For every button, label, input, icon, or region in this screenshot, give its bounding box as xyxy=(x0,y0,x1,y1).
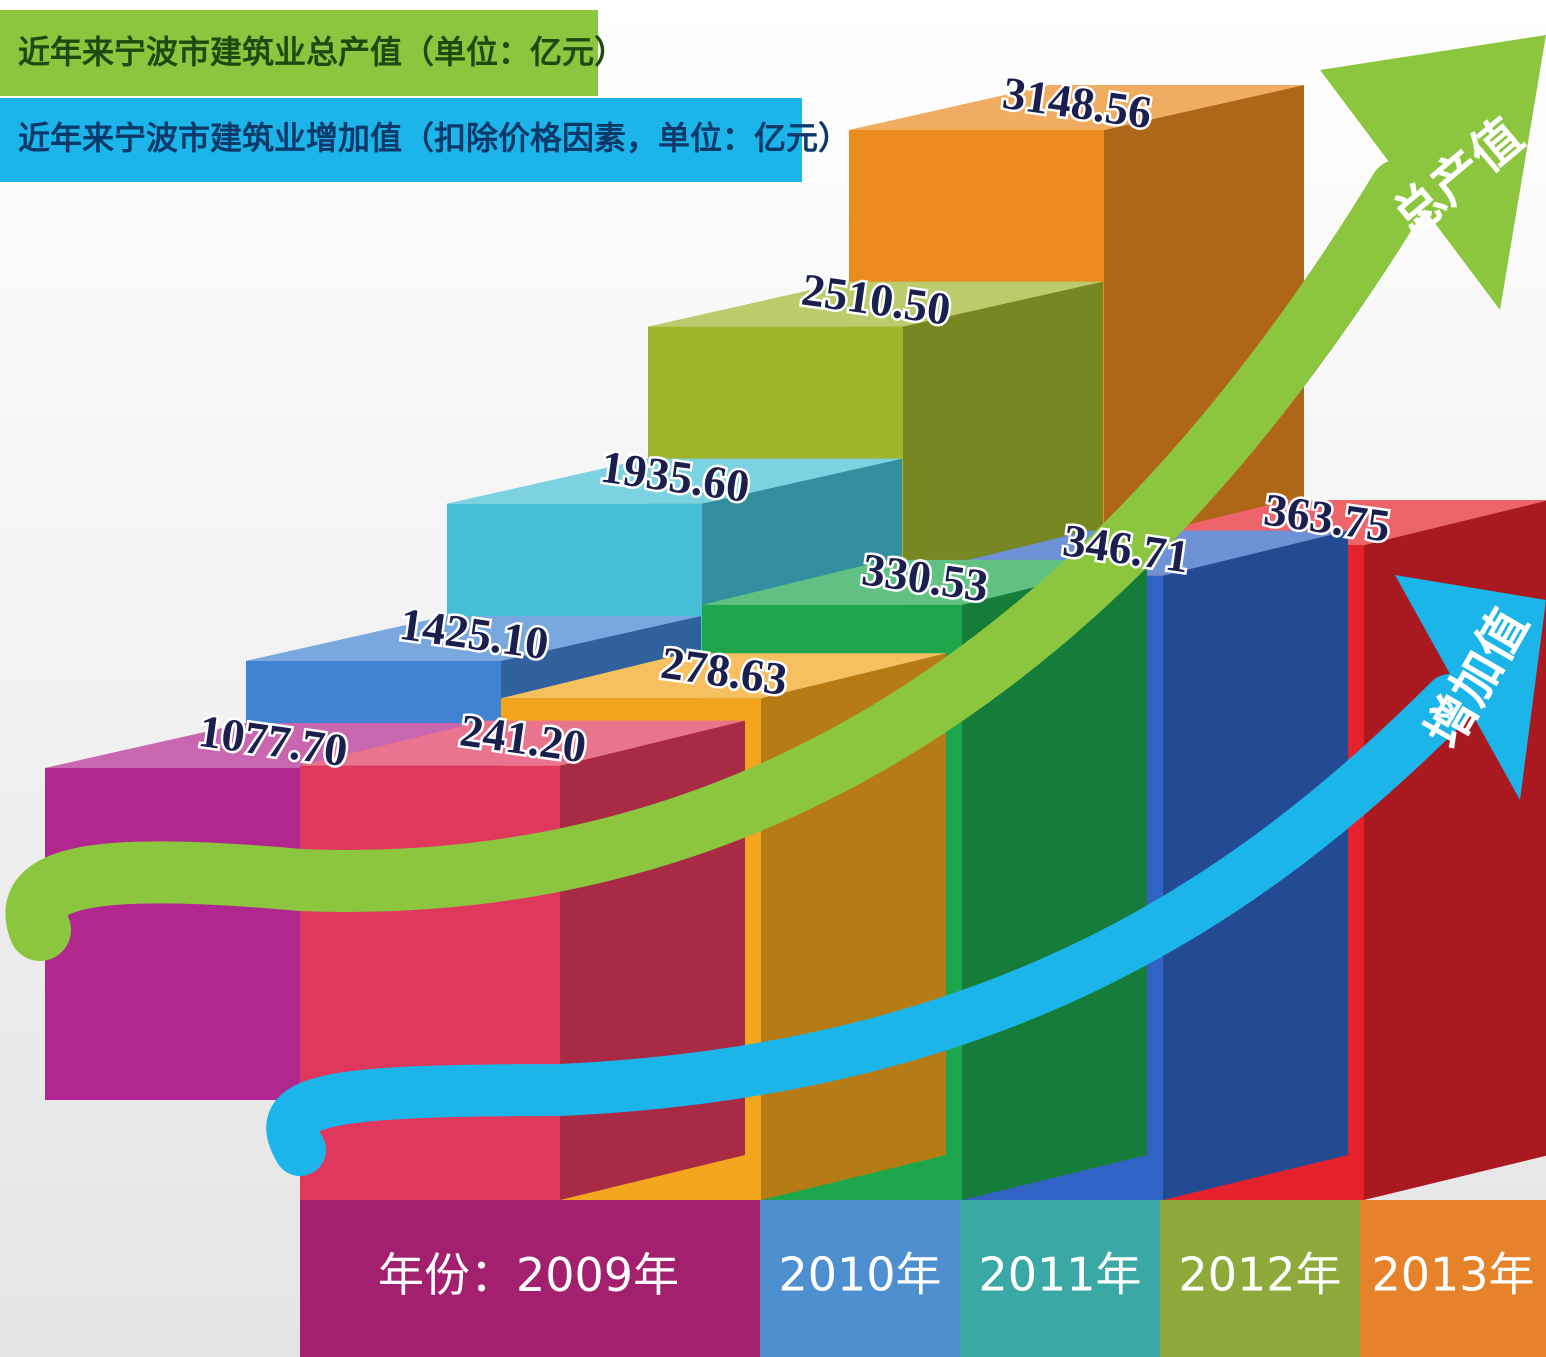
blue-arrowhead xyxy=(1395,575,1546,800)
bar-top xyxy=(447,458,902,504)
bar-top-light xyxy=(849,85,1304,130)
bar-top xyxy=(702,559,1147,605)
legend-swatch xyxy=(0,10,598,96)
year-band xyxy=(1160,1200,1360,1357)
legend-text: 近年来宁波市建筑业增加值（扣除价格因素，单位：亿元） xyxy=(18,119,850,157)
bar-top-light xyxy=(45,722,500,768)
legend-text: 近年来宁波市建筑业总产值（单位：亿元） xyxy=(18,33,626,71)
x-tick-label: 年份：2009年 xyxy=(378,1248,679,1302)
year-band xyxy=(300,1200,760,1357)
bar-top-light xyxy=(246,615,701,661)
bar-top xyxy=(45,722,500,768)
x-label: 年份： xyxy=(378,1248,516,1302)
bar-top xyxy=(501,653,946,699)
x-tick-label: 2012年 xyxy=(1178,1248,1341,1302)
bar xyxy=(300,765,560,1200)
year-band xyxy=(760,1200,960,1357)
x-tick-label: 2010年 xyxy=(778,1248,941,1302)
bar-top-light xyxy=(648,281,1103,327)
year-band xyxy=(960,1200,1160,1357)
blue-arrow xyxy=(266,674,1476,1176)
bar-top-light xyxy=(300,720,745,766)
bar-top-light xyxy=(702,559,1147,605)
bar-top xyxy=(246,615,701,661)
bar-side-shade xyxy=(962,559,1147,1200)
year-strip xyxy=(300,1200,1546,1357)
x-tick-label: 2011年 xyxy=(978,1248,1141,1302)
bar-top-light xyxy=(501,653,946,699)
bar-top xyxy=(300,720,745,766)
year-band xyxy=(1360,1200,1546,1357)
green-arrowhead xyxy=(1320,35,1546,310)
legend-swatch xyxy=(0,98,802,182)
bar-side xyxy=(962,559,1147,1200)
x-tick-label: 2009年 xyxy=(516,1248,679,1302)
data-label: 346.71 xyxy=(1060,514,1192,582)
bar-top xyxy=(849,85,1304,130)
bar xyxy=(45,767,300,1100)
bar-top xyxy=(648,281,1103,327)
bar-top-light xyxy=(447,458,902,504)
x-tick-label: 2013年 xyxy=(1371,1248,1534,1302)
green-arrow xyxy=(5,159,1431,961)
